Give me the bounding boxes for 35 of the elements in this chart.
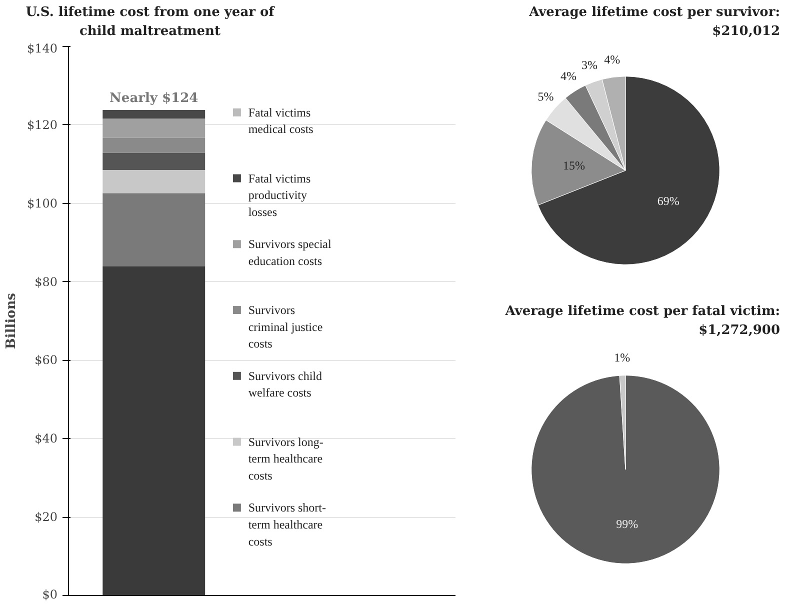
y-tick-label: $20	[34, 510, 58, 524]
legend-label: Survivors short-term healthcare costs	[248, 500, 326, 548]
legend-label: Fatal victims medical costs	[248, 106, 314, 136]
y-tick-label: $40	[34, 432, 58, 446]
bar	[102, 110, 206, 119]
legend-label: Survivors long-term healthcare costs	[248, 434, 324, 483]
data-label: 69%	[657, 194, 680, 208]
y-tick-label: $60	[34, 353, 58, 368]
y-tick-label: $0	[42, 588, 58, 602]
chart-title: Average lifetime cost per fatal victim: $1,272,900	[504, 303, 780, 340]
bar	[102, 152, 206, 170]
data-label: 1%	[614, 350, 630, 365]
data-label: 4%	[604, 52, 620, 66]
y-axis-title: Billions	[4, 293, 19, 350]
annotation: Nearly $124	[110, 91, 198, 106]
bar	[102, 193, 206, 266]
y-tick-label: $120	[26, 118, 58, 132]
chart-title: U.S. lifetime cost from one year of child maltreatment	[24, 4, 276, 41]
legend-label: Survivors criminal justice costs	[248, 303, 323, 351]
chart-title: Average lifetime cost per survivor: $210,012	[528, 4, 780, 41]
bar	[102, 118, 206, 138]
data-label: 4%	[560, 68, 577, 83]
legend-label: Fatal victims productivity losses	[248, 171, 311, 219]
legend-label: Survivors special education costs	[248, 237, 332, 268]
data-label: 15%	[562, 158, 585, 172]
y-tick-label: $80	[34, 274, 58, 289]
y-tick-label: $140	[26, 42, 58, 56]
bar	[102, 266, 206, 596]
data-label: 3%	[581, 58, 598, 72]
bar	[102, 170, 206, 194]
data-label: 99%	[616, 517, 638, 532]
data-label: 5%	[538, 89, 554, 104]
y-tick-label: $100	[26, 196, 58, 210]
legend-label: Survivors child welfare costs	[248, 369, 322, 400]
bar	[102, 138, 206, 153]
